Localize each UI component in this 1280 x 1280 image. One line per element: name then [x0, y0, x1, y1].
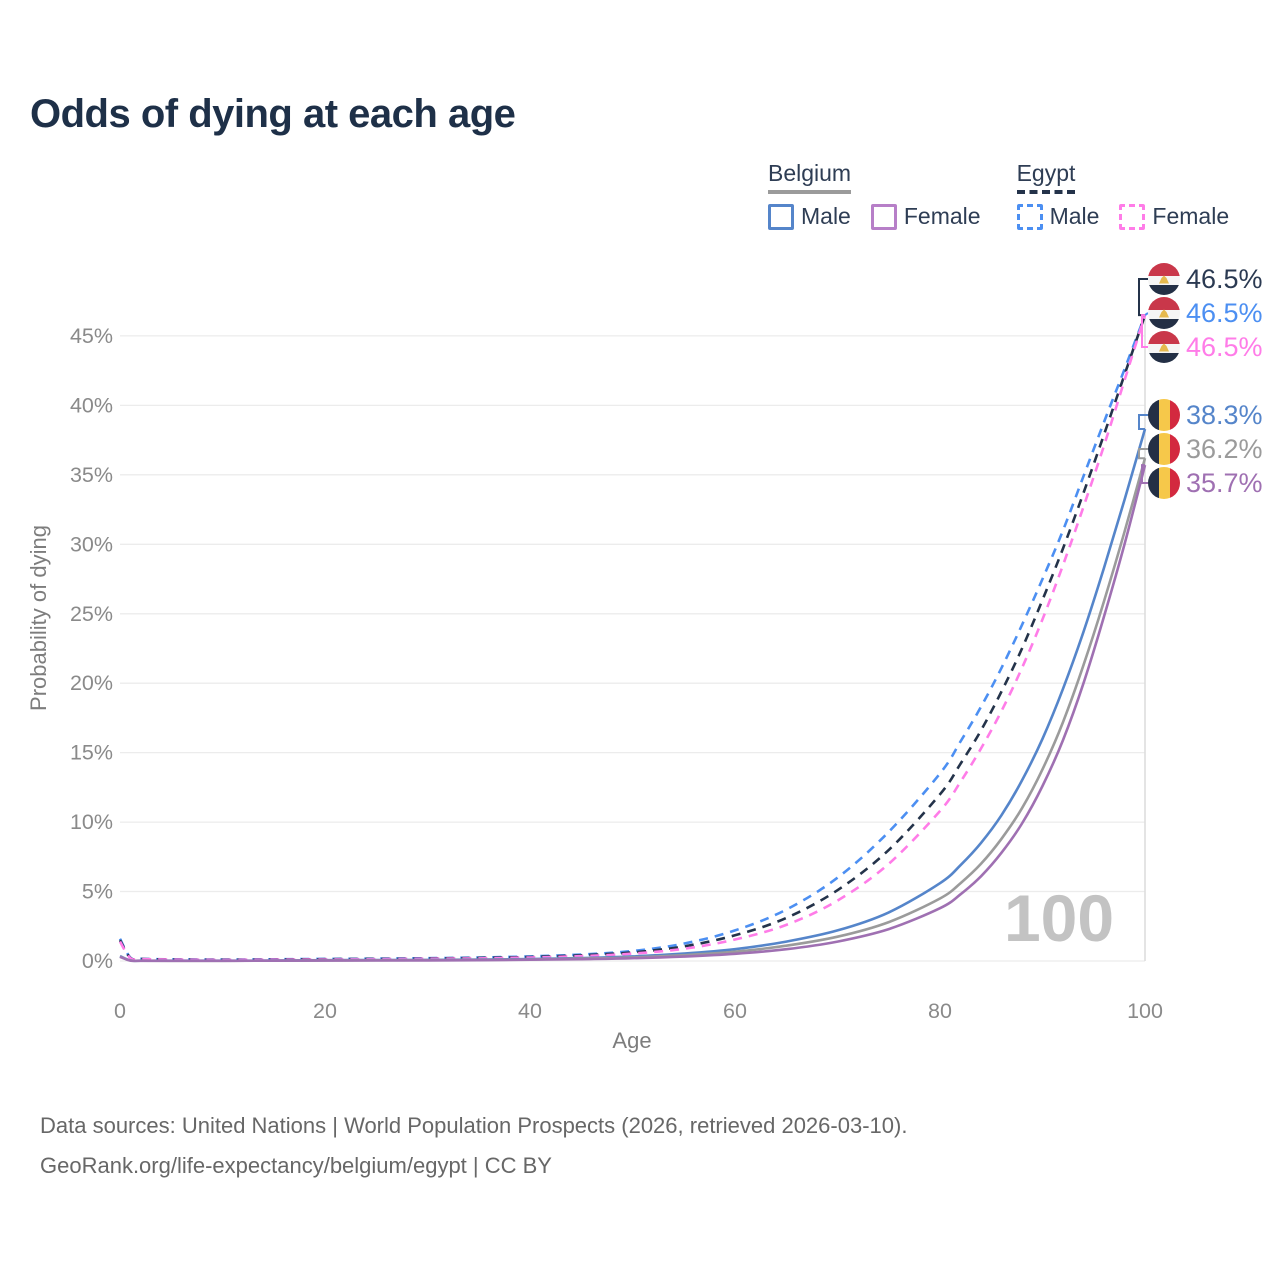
series-curves [118, 314, 1147, 963]
egypt-eagle-emblem [1159, 343, 1169, 352]
y-tick-15: 15% [70, 741, 113, 765]
y-tick-30: 30% [70, 532, 113, 556]
curve-egypt-female[interactable] [118, 314, 1147, 962]
current-age-watermark: 100 [1004, 881, 1114, 955]
connector-egypt-male [1144, 312, 1149, 316]
x-axis-title: Age [612, 1028, 651, 1053]
legend-item-belgium-female[interactable]: Female [870, 203, 981, 230]
end-label-belgium-both: 36.2% [1186, 434, 1263, 464]
end-label-egypt-both: 46.5% [1186, 264, 1263, 294]
egypt-flag-icon [1148, 263, 1180, 295]
end-label-belgium-male: 38.3% [1186, 400, 1263, 430]
connector-egypt-female [1141, 314, 1148, 348]
y-tick-45: 45% [70, 324, 113, 348]
legend: Belgium Male Female Egypt Male Female [768, 160, 1229, 230]
end-label-egypt-female: 46.5% [1186, 332, 1263, 362]
y-tick-5: 5% [82, 880, 113, 904]
y-tick-40: 40% [70, 393, 113, 417]
curve-belgium-male[interactable] [119, 428, 1147, 963]
egypt-male-swatch-icon [1016, 203, 1043, 230]
axis-tick-labels: 0% 5% 10% 15% 20% 25% 30% 35% 40% 45% 0 20 40 60 80 100 [70, 324, 1163, 1023]
belgium-flag-icon [1148, 399, 1180, 431]
legend-belgium-male-label: Male [801, 203, 851, 229]
egypt-flag-icon [1148, 331, 1180, 363]
legend-item-egypt-male[interactable]: Male [1016, 203, 1100, 230]
legend-group-belgium: Belgium Male Female [768, 160, 981, 230]
curve-egypt-male[interactable] [118, 314, 1147, 961]
legend-egypt-female-label: Female [1152, 203, 1230, 229]
y-tick-35: 35% [70, 463, 113, 487]
belgium-female-swatch-icon [870, 203, 897, 230]
belgium-flag-icon [1148, 467, 1180, 499]
connector-egypt-both [1138, 278, 1148, 317]
legend-group-egypt: Egypt Male Female [1016, 160, 1229, 230]
footer-datasource-line: Data sources: United Nations | World Pop… [40, 1113, 908, 1138]
connector-belgium-both [1138, 448, 1148, 460]
end-label-egypt-male: 46.5% [1186, 298, 1263, 328]
end-label-connectors [1138, 278, 1149, 484]
legend-belgium-female-label: Female [903, 203, 981, 229]
legend-egypt-title: Egypt [1016, 160, 1076, 194]
egypt-eagle-emblem [1159, 309, 1169, 318]
legend-item-belgium-male[interactable]: Male [768, 203, 851, 230]
page-title: Odds of dying at each age [30, 92, 516, 136]
x-tick-20: 20 [313, 999, 337, 1023]
y-axis-title: Probability of dying [26, 525, 51, 711]
y-tick-10: 10% [70, 810, 113, 834]
end-label-belgium-female: 35.7% [1186, 468, 1263, 498]
egypt-eagle-emblem [1159, 275, 1169, 284]
curve-belgium-female[interactable] [119, 464, 1147, 963]
connector-belgium-male [1138, 414, 1148, 430]
legend-egypt-male-label: Male [1049, 203, 1100, 229]
x-tick-40: 40 [518, 999, 542, 1023]
x-tick-100: 100 [1127, 999, 1163, 1023]
legend-belgium-title: Belgium [768, 160, 852, 194]
y-tick-0: 0% [82, 949, 113, 973]
footer-attribution-line: GeoRank.org/life-expectancy/belgium/egyp… [40, 1153, 552, 1178]
egypt-female-swatch-icon [1119, 203, 1146, 230]
footer: Data sources: United Nations | World Pop… [40, 1106, 907, 1186]
belgium-male-swatch-icon [768, 203, 794, 230]
connector-belgium-female [1141, 464, 1148, 484]
y-tick-20: 20% [70, 671, 113, 695]
end-label-flags [1148, 263, 1180, 499]
y-tick-25: 25% [70, 602, 113, 626]
x-tick-60: 60 [723, 999, 747, 1023]
belgium-flag-icon [1148, 433, 1180, 465]
curve-egypt-both[interactable] [118, 314, 1147, 962]
legend-item-egypt-female[interactable]: Female [1119, 203, 1229, 230]
egypt-flag-icon [1148, 297, 1180, 329]
x-tick-0: 0 [114, 999, 126, 1023]
x-tick-80: 80 [928, 999, 952, 1023]
end-labels: 46.5% 46.5% 46.5% 38.3% 36.2% 35.7% [1186, 264, 1263, 498]
